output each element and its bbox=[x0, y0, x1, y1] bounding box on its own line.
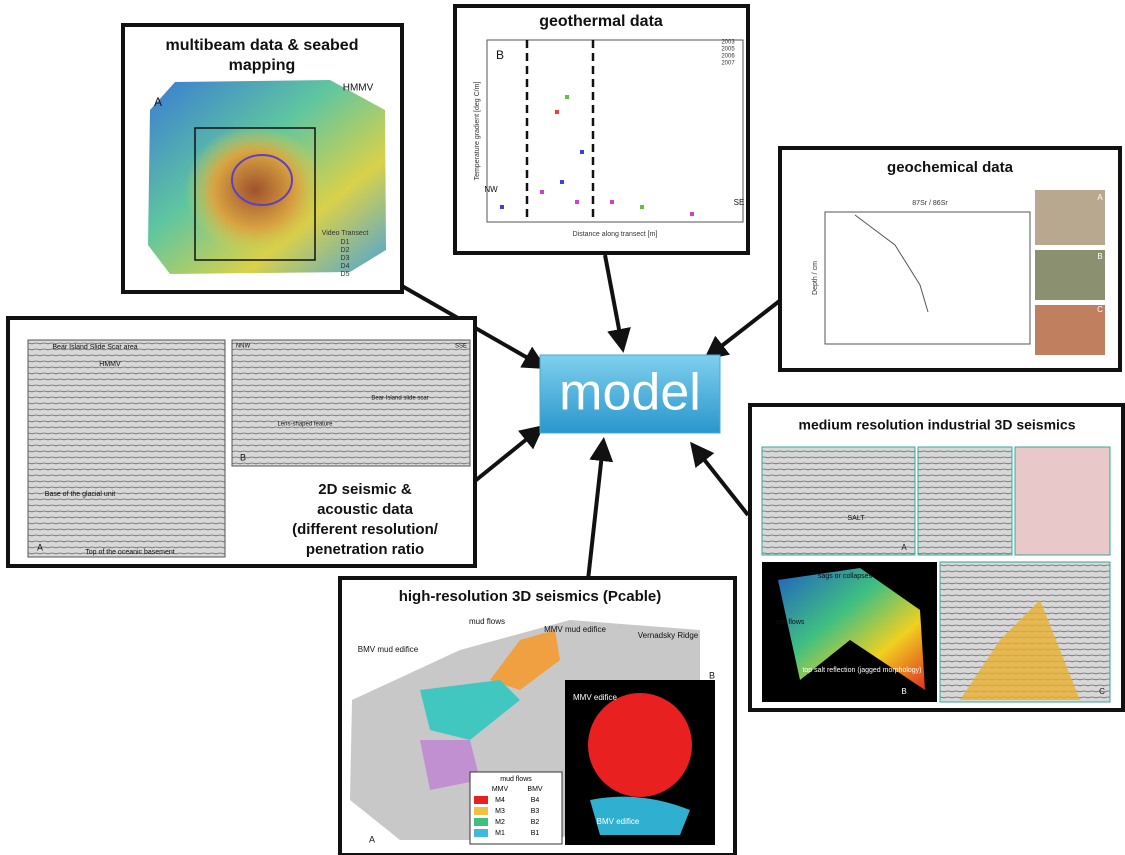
image-label: NW bbox=[484, 185, 498, 194]
image-label: Depth / cm bbox=[812, 261, 819, 295]
photo bbox=[1035, 190, 1105, 245]
model-label: model bbox=[559, 364, 701, 422]
image-label: D4 bbox=[341, 263, 350, 270]
image-label: NNW bbox=[236, 344, 251, 350]
image-label: 2005 bbox=[721, 47, 735, 53]
edifice-map bbox=[588, 693, 692, 797]
legend-swatch bbox=[474, 796, 488, 804]
image-label: D1 bbox=[341, 239, 350, 246]
panel-title: geothermal data bbox=[539, 13, 663, 30]
legend-column: MMV bbox=[492, 786, 509, 793]
image-label: D2 bbox=[341, 247, 350, 254]
image-label: BMV edifice bbox=[597, 817, 640, 826]
image-label: Base of the glacial unit bbox=[45, 491, 115, 498]
image-label: SSE bbox=[455, 344, 467, 350]
image-label: 2003 bbox=[721, 40, 735, 46]
plot-area bbox=[825, 212, 1030, 344]
image-label: sags or collapses bbox=[818, 573, 873, 580]
arrow bbox=[695, 448, 748, 515]
image-label: Vernadsky Ridge bbox=[638, 631, 699, 640]
image-label: MMV edifice bbox=[573, 693, 618, 702]
legend-cell: B1 bbox=[531, 830, 540, 837]
image-label: Bear Island slide scar bbox=[371, 396, 428, 402]
image-label: HMMV bbox=[343, 83, 374, 94]
plot-area bbox=[487, 40, 743, 222]
legend-column: BMV bbox=[527, 786, 543, 793]
image-label: Bear Island Slide Scar area bbox=[52, 344, 137, 351]
image-label: Distance along transect [m] bbox=[573, 231, 658, 238]
panel-title: (different resolution/ bbox=[292, 521, 439, 538]
image-label: salt flows bbox=[776, 619, 805, 626]
image-label: D5 bbox=[341, 271, 350, 278]
image-label: Temperature gradient [deg C/m] bbox=[474, 82, 481, 181]
panel-title: medium resolution industrial 3D seismics bbox=[799, 417, 1076, 433]
seismic-image bbox=[1015, 447, 1110, 555]
arrow bbox=[605, 255, 622, 345]
image-label: B bbox=[496, 48, 504, 62]
panel-title: penetration ratio bbox=[306, 541, 424, 558]
photo bbox=[1035, 305, 1105, 355]
legend-title: mud flows bbox=[500, 776, 532, 783]
image-label: C bbox=[1097, 305, 1103, 314]
legend-cell: B3 bbox=[531, 808, 540, 815]
legend-cell: M1 bbox=[495, 830, 505, 837]
diagram: model multibeam data & seabed mapping HMMV… bbox=[0, 0, 1125, 855]
image-label: C bbox=[1099, 687, 1105, 696]
image-label: MMV mud edifice bbox=[544, 625, 606, 634]
photo bbox=[1035, 250, 1105, 300]
image-label: A bbox=[154, 95, 162, 109]
image-label: B bbox=[1097, 252, 1102, 261]
image-label: BMV mud edifice bbox=[358, 645, 419, 654]
image-label: A bbox=[37, 542, 43, 552]
panel-title: high-resolution 3D seismics (Pcable) bbox=[399, 588, 662, 605]
image-label: B bbox=[901, 687, 906, 696]
image-label: Top of the oceanic basement bbox=[85, 549, 175, 556]
legend-cell: M3 bbox=[495, 808, 505, 815]
legend-swatch bbox=[474, 807, 488, 815]
legend-cell: M4 bbox=[495, 797, 505, 804]
image-label: SALT bbox=[848, 515, 866, 522]
image-label: A bbox=[369, 834, 375, 844]
panel-title: acoustic data bbox=[317, 501, 414, 518]
image-label: mud flows bbox=[469, 617, 505, 626]
legend-swatch bbox=[474, 829, 488, 837]
image-label: 2006 bbox=[721, 54, 735, 60]
image-label: Lens-shaped feature bbox=[277, 422, 333, 428]
image-label: 2007 bbox=[721, 61, 735, 67]
image-label: B bbox=[709, 670, 715, 680]
seismic-image bbox=[918, 447, 1012, 555]
seismic-image bbox=[28, 340, 225, 557]
image-label: A bbox=[901, 543, 907, 552]
panel-title: mapping bbox=[229, 57, 296, 74]
image-label: Video Transect bbox=[322, 230, 369, 237]
image-label: top salt reflection (jagged morphology) bbox=[802, 667, 921, 674]
legend-cell: M2 bbox=[495, 819, 505, 826]
image-label: HMMV bbox=[99, 361, 121, 368]
arrow bbox=[588, 445, 603, 580]
image-label: D3 bbox=[341, 255, 350, 262]
legend-cell: B2 bbox=[531, 819, 540, 826]
map-image bbox=[185, 125, 325, 255]
image-label: SE bbox=[734, 198, 745, 207]
image-label: 87Sr / 86Sr bbox=[912, 200, 948, 207]
legend-swatch bbox=[474, 818, 488, 826]
legend-cell: B4 bbox=[531, 797, 540, 804]
image-label: A bbox=[1097, 193, 1103, 202]
seismic-image bbox=[232, 340, 470, 466]
arrow bbox=[470, 430, 538, 485]
image-label: B bbox=[240, 452, 246, 462]
seismic-image bbox=[762, 447, 915, 555]
panel-title: geochemical data bbox=[887, 159, 1014, 176]
panel-title: multibeam data & seabed bbox=[166, 37, 359, 54]
panel-title: 2D seismic & bbox=[318, 481, 412, 498]
